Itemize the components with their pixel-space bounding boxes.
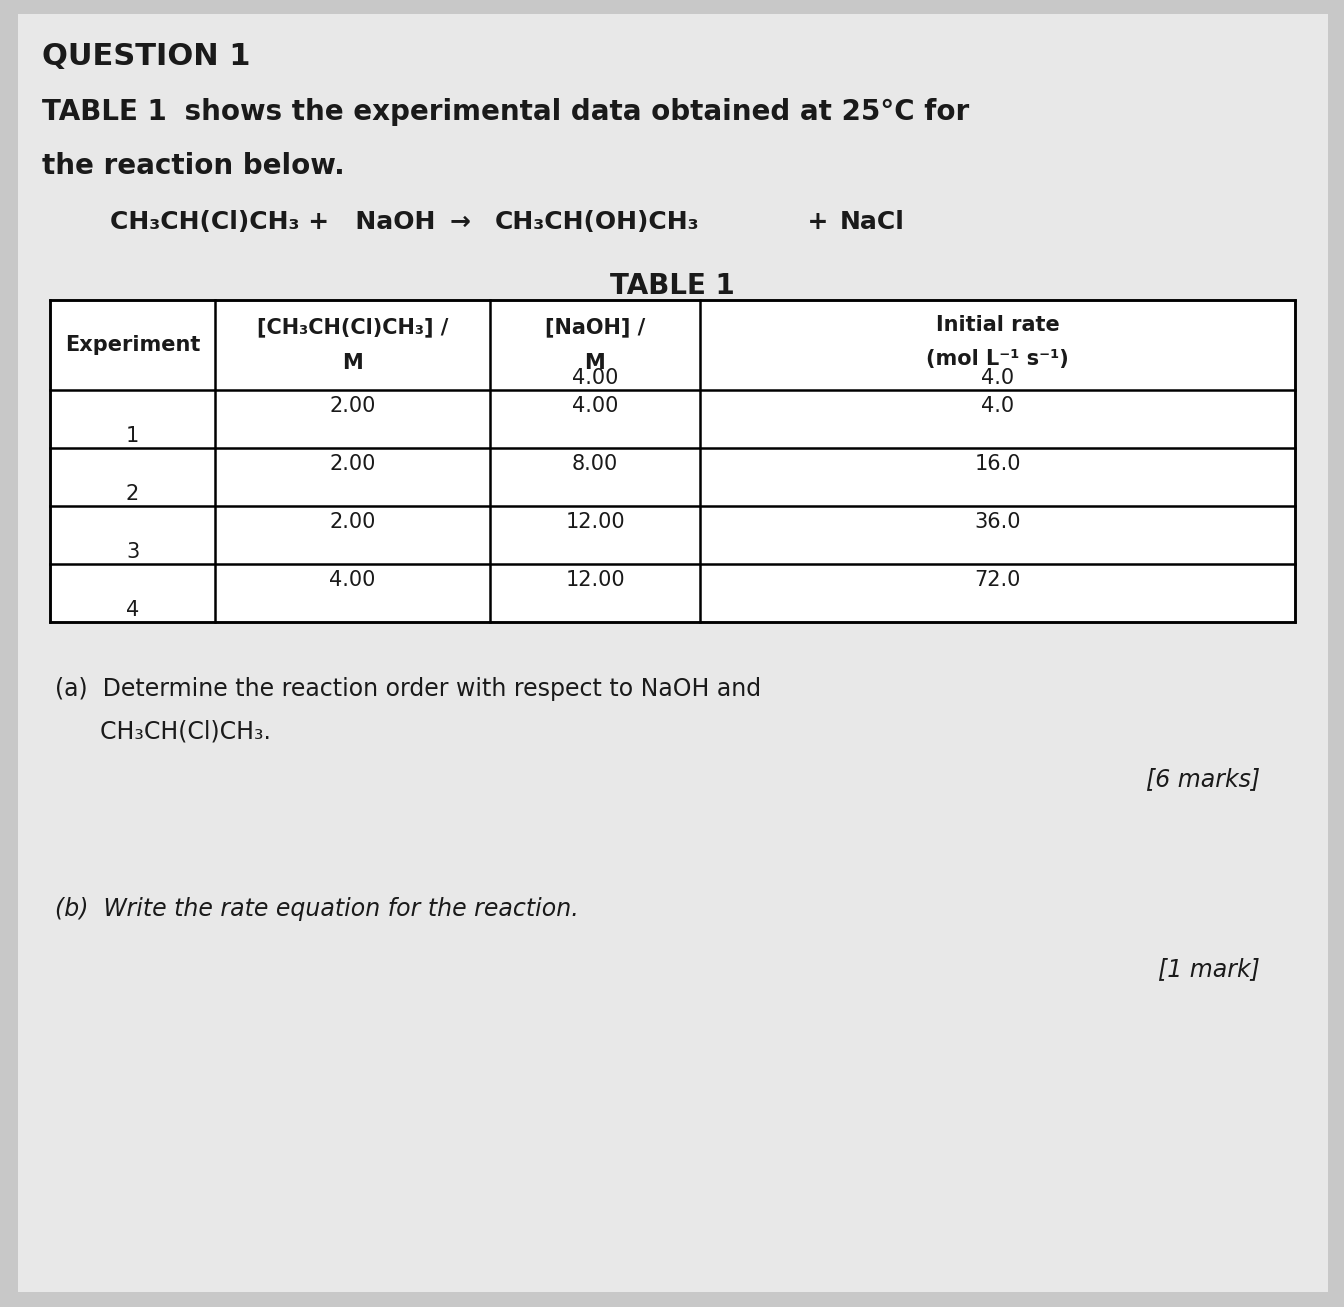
- Text: TABLE 1: TABLE 1: [42, 98, 167, 125]
- Text: 12.00: 12.00: [566, 570, 625, 589]
- Text: 2.00: 2.00: [329, 454, 376, 474]
- Text: CH₃CH(Cl)CH₃.: CH₃CH(Cl)CH₃.: [55, 719, 271, 742]
- Text: CH₃CH(Cl)CH₃ +   NaOH: CH₃CH(Cl)CH₃ + NaOH: [110, 210, 435, 234]
- Text: QUESTION 1: QUESTION 1: [42, 42, 250, 71]
- Text: (b)  Write the rate equation for the reaction.: (b) Write the rate equation for the reac…: [55, 897, 579, 921]
- FancyBboxPatch shape: [17, 14, 1328, 1293]
- Text: NaCl: NaCl: [840, 210, 905, 234]
- Text: (mol L⁻¹ s⁻¹): (mol L⁻¹ s⁻¹): [926, 349, 1068, 369]
- Text: +: +: [790, 210, 828, 234]
- Text: 4.00: 4.00: [329, 570, 376, 589]
- Text: 2.00: 2.00: [329, 396, 376, 416]
- Text: 4.0: 4.0: [981, 369, 1015, 388]
- Text: M: M: [343, 353, 363, 372]
- FancyBboxPatch shape: [50, 301, 1296, 622]
- Text: [6 marks]: [6 marks]: [1146, 767, 1261, 791]
- Text: [CH₃CH(Cl)CH₃] /: [CH₃CH(Cl)CH₃] /: [257, 318, 448, 337]
- Text: 36.0: 36.0: [974, 512, 1020, 532]
- Text: CH₃CH(OH)CH₃: CH₃CH(OH)CH₃: [495, 210, 700, 234]
- Text: TABLE 1: TABLE 1: [610, 272, 734, 301]
- Text: 1: 1: [126, 426, 140, 446]
- Text: 16.0: 16.0: [974, 454, 1020, 474]
- Text: 12.00: 12.00: [566, 512, 625, 532]
- Text: 4.00: 4.00: [571, 369, 618, 388]
- Text: Experiment: Experiment: [65, 335, 200, 356]
- Text: 4.0: 4.0: [981, 396, 1015, 416]
- Text: (a)  Determine the reaction order with respect to NaOH and: (a) Determine the reaction order with re…: [55, 677, 761, 701]
- Text: 3: 3: [126, 542, 140, 562]
- Text: 4: 4: [126, 600, 140, 620]
- Text: shows the experimental data obtained at 25°C for: shows the experimental data obtained at …: [175, 98, 969, 125]
- Text: M: M: [585, 353, 605, 372]
- Text: Initial rate: Initial rate: [935, 315, 1059, 335]
- Text: [1 mark]: [1 mark]: [1159, 957, 1261, 982]
- Text: the reaction below.: the reaction below.: [42, 152, 345, 180]
- Text: 72.0: 72.0: [974, 570, 1020, 589]
- Text: 2: 2: [126, 484, 140, 505]
- Text: 8.00: 8.00: [573, 454, 618, 474]
- Text: 2.00: 2.00: [329, 512, 376, 532]
- Text: [NaOH] /: [NaOH] /: [544, 318, 645, 337]
- Text: 4.00: 4.00: [571, 396, 618, 416]
- Text: →: →: [450, 210, 470, 234]
